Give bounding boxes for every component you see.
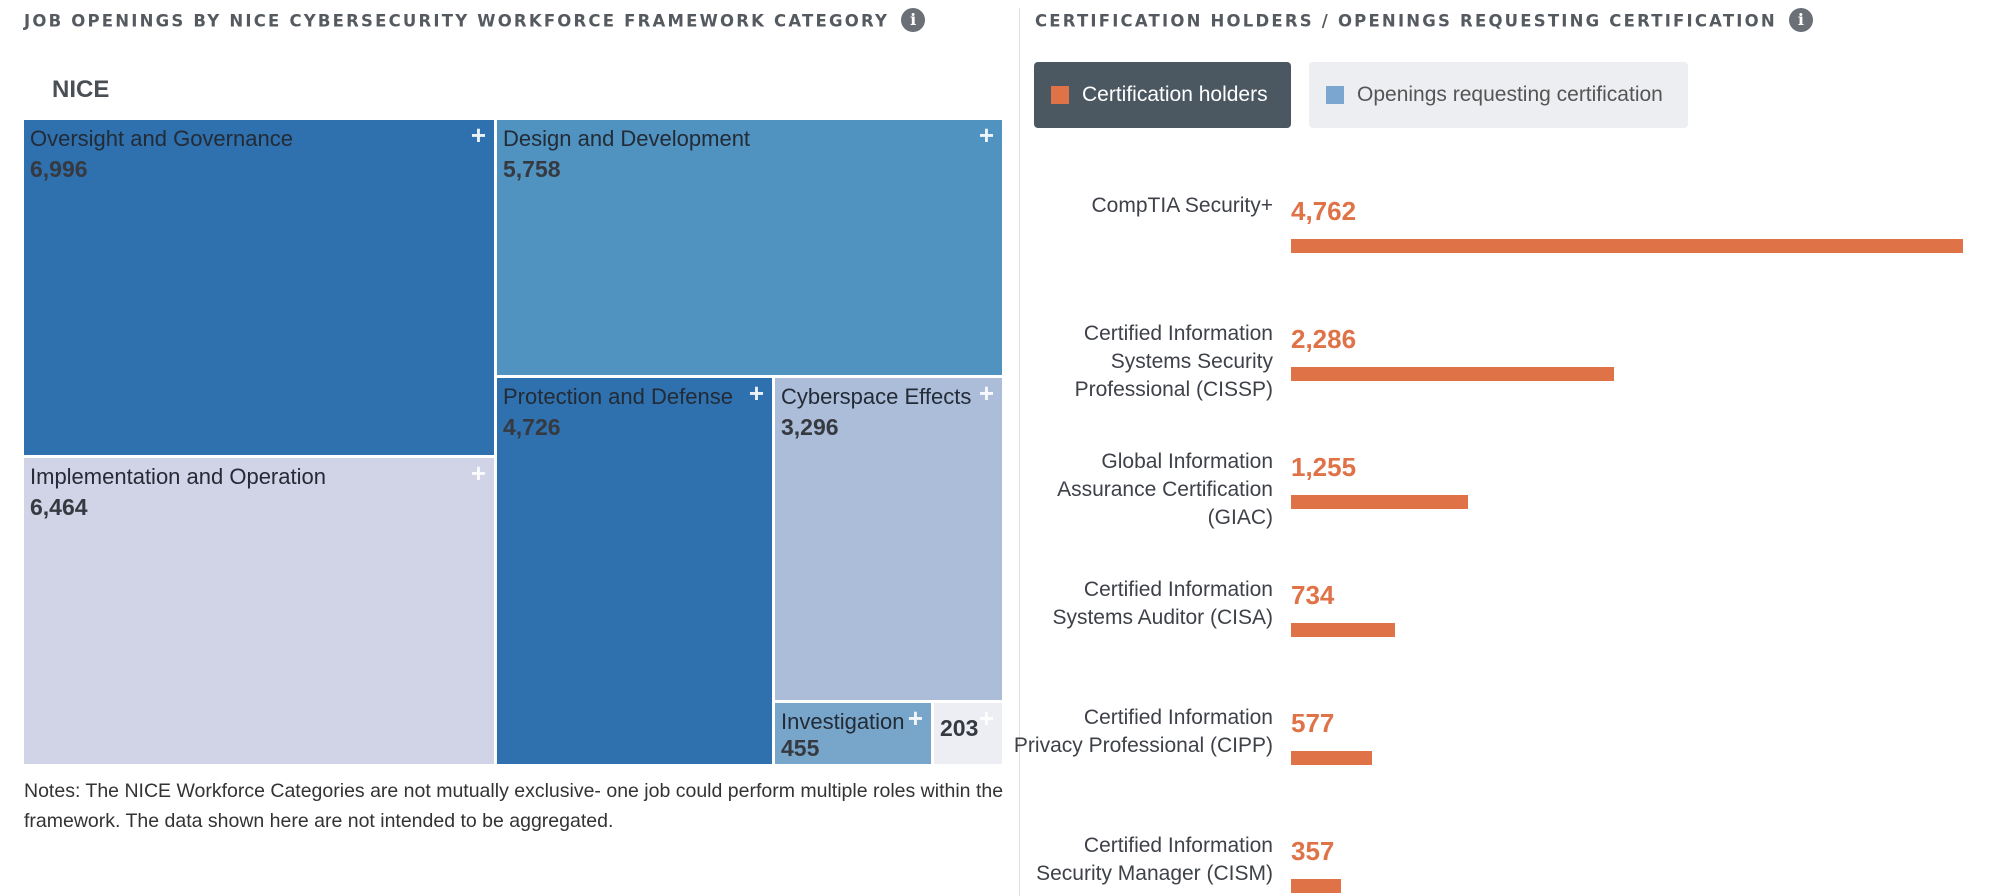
treemap-title: JOB OPENINGS BY NICE CYBERSECURITY WORKF… — [24, 8, 926, 34]
treemap-cell-label: Investigation — [781, 709, 905, 734]
legend-openings-requesting-certification-button[interactable]: Openings requesting certification — [1309, 62, 1688, 128]
treemap-cell-investigation[interactable]: Investigation 455 + — [775, 703, 931, 764]
treemap-cell-protection-and-defense[interactable]: Protection and Defense 4,726 + — [497, 378, 772, 764]
treemap-cell-value: 6,464 — [30, 494, 88, 520]
treemap-cell-implementation-and-operation[interactable]: Implementation and Operation 6,464 + — [24, 458, 494, 764]
bar[interactable] — [1291, 751, 1372, 765]
treemap-cell-cyberspace-effects[interactable]: Cyberspace Effects 3,296 + — [775, 378, 1002, 700]
bar-category-label: Certified Information Privacy Profession… — [1013, 706, 1273, 757]
treemap-cell-value: 203 — [940, 715, 979, 741]
treemap-cell-label: Design and Development — [503, 126, 751, 151]
expand-plus-icon[interactable]: + — [978, 703, 994, 733]
bar[interactable] — [1291, 367, 1614, 381]
bar-value-label: 4,762 — [1291, 196, 1357, 226]
treemap-cell-label: Cyberspace Effects — [781, 384, 972, 409]
legend-label: Openings requesting certification — [1357, 83, 1663, 106]
info-icon[interactable]: i — [1788, 8, 1813, 32]
treemap-cell-value: 4,726 — [503, 414, 561, 440]
expand-plus-icon[interactable]: + — [470, 458, 486, 488]
bar-value-label: 1,255 — [1291, 452, 1357, 482]
treemap-cell-value: 6,996 — [30, 156, 88, 182]
expand-plus-icon[interactable]: + — [470, 120, 486, 150]
panel-divider — [1019, 8, 1020, 896]
bar-value-label: 734 — [1291, 580, 1335, 610]
bar-chart-title: CERTIFICATION HOLDERS / OPENINGS REQUEST… — [1035, 8, 1813, 34]
bar-value-label: 577 — [1291, 708, 1335, 738]
bar[interactable] — [1291, 495, 1468, 509]
bar-category-label: Certified Information Systems Auditor (C… — [1052, 578, 1273, 629]
bar[interactable] — [1291, 239, 1963, 253]
bar[interactable] — [1291, 623, 1395, 637]
legend-swatch-orange — [1051, 86, 1069, 104]
treemap-cell-small-category[interactable]: 203 + — [934, 703, 1002, 764]
bar-category-label: Global Information Assurance Certificati… — [1057, 450, 1273, 529]
bar-value-label: 2,286 — [1291, 324, 1357, 354]
treemap-cell-label: Oversight and Governance — [30, 126, 293, 151]
bar-chart-title-text: CERTIFICATION HOLDERS / OPENINGS REQUEST… — [1035, 11, 1777, 31]
bar[interactable] — [1291, 879, 1341, 893]
treemap-root-label[interactable]: NICE — [52, 76, 110, 103]
bar-category-label: CompTIA Security+ — [1091, 194, 1273, 217]
treemap-notes: Notes: The NICE Workforce Categories are… — [24, 780, 1004, 832]
treemap-cell-label: Protection and Defense — [503, 384, 733, 409]
legend-label: Certification holders — [1082, 83, 1268, 106]
legend-swatch-blue — [1326, 86, 1344, 104]
treemap-cell-design-and-development[interactable]: Design and Development 5,758 + — [497, 120, 1002, 375]
treemap-title-text: JOB OPENINGS BY NICE CYBERSECURITY WORKF… — [24, 11, 890, 31]
expand-plus-icon[interactable]: + — [978, 378, 994, 408]
expand-plus-icon[interactable]: + — [907, 703, 923, 733]
treemap-cell-value: 455 — [781, 735, 820, 761]
treemap-cell-value: 5,758 — [503, 156, 561, 182]
legend-certification-holders-button[interactable]: Certification holders — [1034, 62, 1291, 128]
treemap-cell-value: 3,296 — [781, 414, 839, 440]
info-icon[interactable]: i — [901, 8, 926, 32]
expand-plus-icon[interactable]: + — [748, 378, 764, 408]
treemap-cell-label: Implementation and Operation — [30, 464, 326, 489]
bar-value-label: 357 — [1291, 836, 1335, 866]
bar-category-label: Certified Information Security Manager (… — [1036, 834, 1273, 885]
treemap-cell-oversight-and-governance[interactable]: Oversight and Governance 6,996 + — [24, 120, 494, 455]
expand-plus-icon[interactable]: + — [978, 120, 994, 150]
bar-category-label: Certified Information Systems Security P… — [1074, 322, 1273, 401]
